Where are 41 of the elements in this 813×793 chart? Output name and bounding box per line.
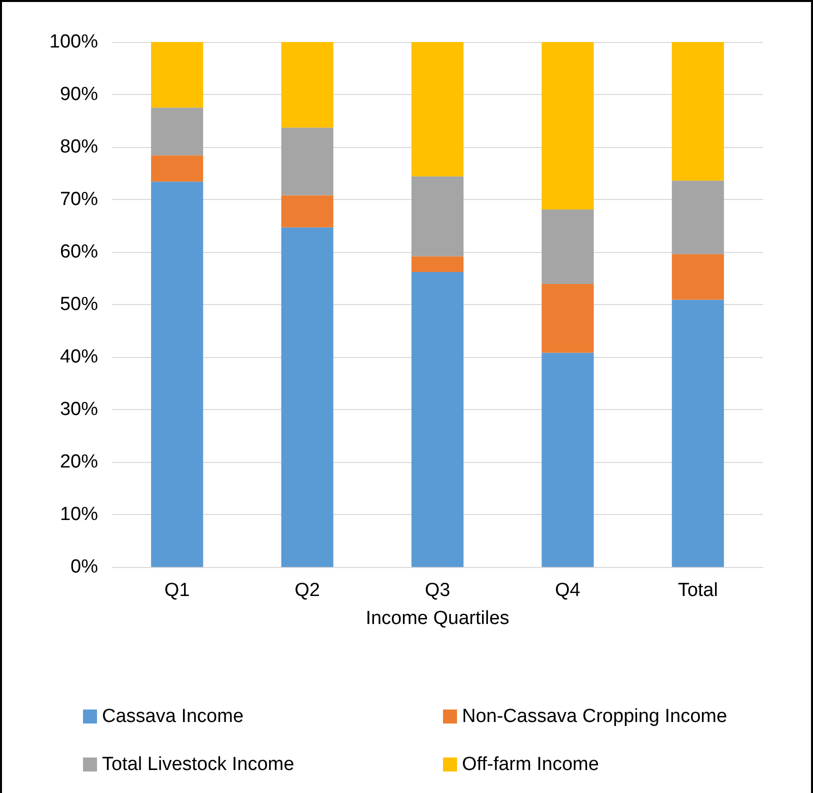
legend-label: Total Livestock Income [102,754,294,775]
bar [542,42,594,210]
y-tick-label: 20% [60,452,98,472]
bar [542,209,594,284]
bar [281,128,334,196]
x-axis-title: Income Quartiles [366,608,510,629]
bar [151,42,204,108]
x-tick-label: Q3 [424,580,450,601]
bar [281,42,334,128]
bar [672,180,724,254]
y-tick-label: 30% [60,399,98,420]
x-tick-label: Total [678,580,718,601]
legend-label: Off-farm Income [462,754,599,775]
y-tick-label: 60% [60,242,98,262]
x-tick-label: Q1 [164,580,190,601]
y-tick-label: 70% [60,189,98,210]
bar [672,300,724,567]
y-tick-label: 90% [60,84,98,105]
y-tick-label: 100% [49,32,98,52]
y-tick-label: 50% [60,294,98,315]
x-tick-label: Q2 [294,580,320,601]
legend-label: Non-Cassava Cropping Income [462,706,728,727]
bar [411,256,464,272]
bar [542,284,594,353]
bar [151,155,204,182]
bar [411,176,464,256]
legend-label: Cassava Income [102,706,244,727]
bar [672,42,724,181]
bar [281,195,334,228]
y-tick-label: 40% [60,346,98,368]
bar [411,42,464,176]
y-tick-label: 10% [60,504,98,525]
x-tick-label: Q4 [555,580,581,601]
bar [542,352,594,567]
bar [151,182,204,567]
y-tick-label: 0% [70,556,98,578]
bar [151,108,204,156]
bar [281,227,334,567]
bar [411,272,464,567]
y-tick-label: 80% [60,136,98,158]
bar [672,254,724,300]
